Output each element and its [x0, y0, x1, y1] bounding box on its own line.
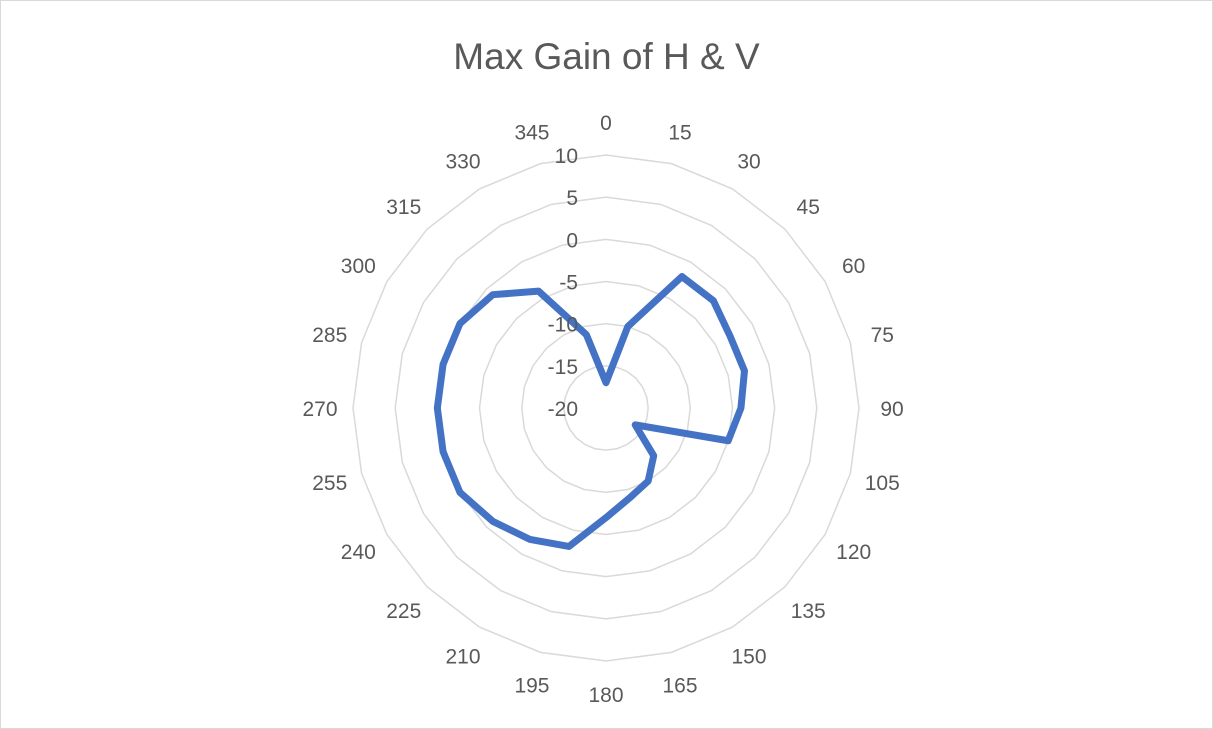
angle-label: 240	[341, 541, 376, 564]
angle-label: 180	[588, 684, 623, 707]
angle-label: 165	[662, 674, 697, 697]
grid-ring	[352, 154, 860, 662]
radial-tick-label: 5	[566, 187, 578, 210]
angle-label: 0	[600, 112, 612, 135]
angle-label: 120	[836, 541, 871, 564]
angle-label: 90	[880, 398, 903, 421]
grid-ring	[436, 238, 776, 578]
angle-label: 45	[797, 196, 820, 219]
radial-tick-label: -5	[559, 272, 578, 295]
angle-label: 150	[731, 646, 766, 669]
radial-tick-label: -15	[548, 356, 578, 379]
grid-ring	[520, 322, 692, 494]
angle-label: 315	[386, 196, 421, 219]
angle-label: 75	[871, 324, 894, 347]
angle-label: 255	[312, 472, 347, 495]
chart-title: Max Gain of H & V	[453, 36, 760, 77]
angle-label: 210	[445, 646, 480, 669]
radial-tick-label: -20	[548, 398, 578, 421]
angle-label: 15	[668, 122, 691, 145]
grid-ring	[478, 280, 734, 536]
angle-label: 30	[737, 150, 760, 173]
grid-ring	[563, 365, 649, 451]
grid-ring	[394, 196, 818, 620]
angle-label: 300	[341, 255, 376, 278]
angle-label: 105	[865, 472, 900, 495]
radial-tick-label: 10	[555, 145, 578, 168]
angle-label: 195	[514, 674, 549, 697]
series-line	[433, 273, 748, 550]
radial-tick-label: -10	[548, 314, 578, 337]
angle-label: 285	[312, 324, 347, 347]
radial-tick-label: 0	[566, 229, 578, 252]
angle-label: 330	[445, 150, 480, 173]
angle-label: 345	[514, 122, 549, 145]
angle-label: 225	[386, 600, 421, 623]
angle-label: 135	[791, 600, 826, 623]
angle-label: 270	[302, 398, 337, 421]
angle-label: 60	[842, 255, 865, 278]
